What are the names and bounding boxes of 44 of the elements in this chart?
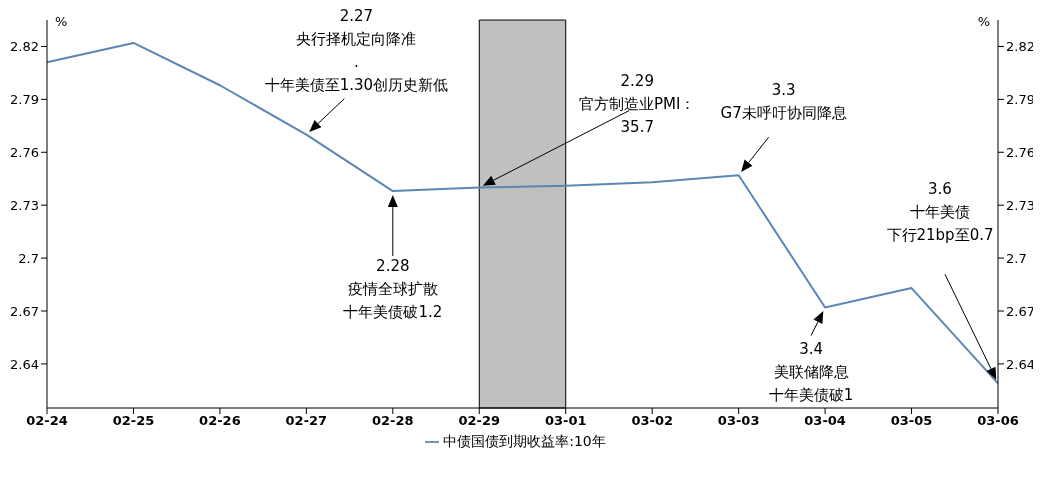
annotation: 3.6 [928,179,952,198]
annotation: 十年美债至1.30创历史新低 [264,76,449,95]
annotation: 央行择机定向降准 [296,30,417,49]
annotation: 十年美债破1 [768,385,854,404]
y2-axis-title: % [977,14,990,29]
annotation: 疫情全球扩散 [347,279,438,298]
y2-tick-label: 2.82 [1006,39,1035,55]
annotation: 2.28 [376,256,410,275]
x-tick-label: 02-27 [285,413,328,429]
annotation: 官方制造业PMI： [579,95,696,114]
y-tick-label: 2.82 [10,39,39,55]
x-tick-label: 02-25 [112,413,155,429]
x-tick-label: 03-02 [631,413,673,429]
x-tick-label: 03-01 [544,413,587,429]
annotation: 下行21bp至0.7 [886,225,994,244]
annotation: 十年美债破1.2 [343,302,443,321]
y-tick-label: 2.7 [18,250,39,266]
annotation: 2.29 [620,72,654,91]
y-tick-label: 2.73 [10,197,39,213]
x-tick-label: 03-03 [717,413,760,429]
y-axis-title: % [55,14,68,29]
annotation: 3.3 [771,80,796,99]
y-tick-label: 2.79 [10,91,39,107]
x-tick-label: 02-28 [372,413,414,429]
annotation: 35.7 [620,118,654,137]
x-tick-label: 02-24 [26,413,68,429]
y2-tick-label: 2.67 [1006,303,1035,319]
y-tick-label: 2.76 [10,144,39,160]
legend-label: 中债国债到期收益率:10年 [443,433,606,449]
annotation: 美联储降息 [773,362,849,381]
y-tick-label: 2.67 [10,303,39,319]
annotation: 十年美债 [910,202,970,221]
annotation: 2.27 [339,7,374,26]
annotation: G7未呼吁协同降息 [720,103,847,122]
x-tick-label: 02-26 [199,413,241,429]
y2-tick-label: 2.73 [1006,197,1035,213]
x-tick-label: 03-04 [804,413,846,429]
y-tick-label: 2.64 [10,356,39,372]
x-tick-label: 03-06 [977,413,1019,429]
x-tick-label: 03-05 [890,413,933,429]
y2-tick-label: 2.7 [1006,250,1027,266]
annotation: 3.4 [799,339,824,358]
annotation: . [353,53,359,72]
x-tick-label: 02-29 [458,413,501,429]
